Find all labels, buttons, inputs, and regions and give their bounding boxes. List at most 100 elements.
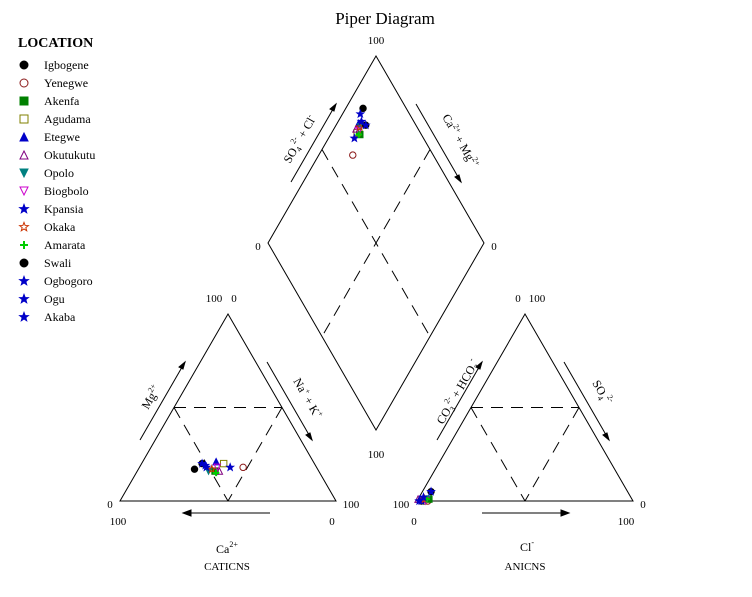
legend-item: Ogbogoro bbox=[18, 272, 128, 290]
legend-marker-shape bbox=[20, 241, 28, 249]
diamond-point bbox=[360, 120, 371, 130]
data-points bbox=[190, 104, 436, 506]
legend-marker bbox=[18, 292, 30, 304]
legend-marker bbox=[18, 274, 30, 286]
legend-item: Akenfa bbox=[18, 92, 128, 110]
label-so4-cl: SO42- + Cl- bbox=[279, 111, 321, 166]
legend-marker bbox=[19, 258, 29, 268]
cation-point bbox=[225, 462, 236, 472]
diamond-point bbox=[359, 104, 367, 113]
legend-marker bbox=[18, 220, 30, 232]
chart-title: Piper Diagram bbox=[335, 9, 435, 28]
tick-an-top-left: 0 bbox=[515, 293, 521, 305]
tick-diamond-bottom: 100 bbox=[368, 449, 385, 461]
legend-marker-shape bbox=[19, 186, 29, 197]
arrow-so4 bbox=[563, 361, 610, 441]
tick-cat-top-left: 100 bbox=[206, 293, 223, 305]
legend-item: Okutukutu bbox=[18, 146, 128, 164]
legend-label: Akenfa bbox=[44, 93, 80, 108]
tick-an-top-right: 100 bbox=[529, 293, 546, 305]
legend-marker-shape bbox=[19, 168, 29, 179]
legend-marker-shape bbox=[19, 258, 29, 268]
cation-point bbox=[215, 466, 224, 475]
legend-item: Ogu bbox=[18, 290, 128, 308]
legend-marker bbox=[19, 114, 29, 124]
legend-marker bbox=[19, 186, 29, 197]
legend-label: Akaba bbox=[44, 309, 76, 324]
legend-marker-shape bbox=[19, 114, 29, 124]
legend-label: Ogbogoro bbox=[44, 273, 93, 288]
legend-item: Biogbolo bbox=[18, 182, 128, 200]
legend-marker bbox=[18, 202, 30, 214]
legend-label: Amarata bbox=[44, 237, 86, 252]
cation-point bbox=[219, 459, 228, 468]
anion-grid bbox=[470, 407, 580, 502]
tick-an-bottom-right: 100 bbox=[618, 516, 635, 528]
legend-marker bbox=[19, 60, 29, 70]
legend-item: Amarata bbox=[18, 236, 128, 254]
legend-label: Biogbolo bbox=[44, 183, 89, 198]
caption-cations: CATICNS bbox=[204, 561, 250, 573]
legend-marker bbox=[19, 96, 29, 106]
anion-point bbox=[418, 492, 429, 502]
tick-diamond-left: 0 bbox=[255, 241, 261, 253]
diamond bbox=[267, 55, 485, 431]
anion-point bbox=[426, 486, 436, 496]
tick-cat-right: 100 bbox=[343, 499, 360, 511]
legend-title: LOCATION bbox=[18, 36, 94, 51]
legend-item: Okaka bbox=[18, 218, 128, 236]
legend-marker bbox=[19, 131, 29, 142]
diamond-point bbox=[353, 128, 361, 137]
legend-items: Igbogene Yenegwe Akenfa Agudama Etegwe Okutuk… bbox=[18, 56, 128, 326]
tick-diamond-top: 100 bbox=[368, 35, 385, 47]
legend: LOCATION Igbogene Yenegwe Akenfa Agudama Ete… bbox=[18, 36, 128, 326]
axis-arrows bbox=[139, 102, 610, 517]
label-cl: Cl- bbox=[520, 538, 534, 554]
axis-labels: SO42- + Cl- Ca2+ + Mg2+ Mg2+ Na+ + K+ Ca… bbox=[138, 111, 617, 574]
diamond-point bbox=[355, 131, 362, 138]
arrow-ca-mg bbox=[415, 103, 462, 183]
legend-item: Swali bbox=[18, 254, 128, 272]
anion-point bbox=[414, 495, 425, 506]
cation-point bbox=[212, 469, 220, 477]
legend-label: Etegwe bbox=[44, 129, 80, 144]
legend-marker-shape bbox=[18, 202, 30, 214]
cation-triangle bbox=[119, 313, 337, 502]
tick-cat-bottom-left: 100 bbox=[110, 516, 127, 528]
legend-marker bbox=[19, 78, 29, 88]
label-so4: SO42- bbox=[588, 377, 617, 409]
legend-marker bbox=[20, 241, 28, 249]
legend-item: Akaba bbox=[18, 308, 128, 326]
label-ca-mg: Ca2+ + Mg2+ bbox=[439, 111, 482, 171]
legend-item: Kpansia bbox=[18, 200, 128, 218]
cation-point bbox=[212, 457, 221, 466]
diamond-point bbox=[356, 116, 367, 126]
legend-marker-shape bbox=[18, 310, 30, 322]
legend-label: Igbogene bbox=[44, 57, 89, 72]
legend-label: Ogu bbox=[44, 291, 65, 306]
arrow-so4-cl bbox=[290, 103, 337, 183]
tick-cat-top-right: 0 bbox=[231, 293, 237, 305]
tick-labels: 100 0 0 100 100 0 0 100 100 0 0 100 100 … bbox=[107, 35, 646, 528]
legend-marker-shape bbox=[19, 78, 29, 88]
cation-point bbox=[206, 464, 217, 474]
legend-item: Opolo bbox=[18, 164, 128, 182]
legend-item: Yenegwe bbox=[18, 74, 128, 92]
cation-point bbox=[213, 463, 222, 472]
caption-anions: ANICNS bbox=[505, 561, 546, 573]
diamond-point bbox=[355, 108, 366, 119]
legend-marker-shape bbox=[18, 220, 30, 232]
legend-label: Okutukutu bbox=[44, 147, 96, 162]
legend-marker-shape bbox=[19, 131, 29, 142]
legend-item: Etegwe bbox=[18, 128, 128, 146]
tick-cat-bottom-right: 0 bbox=[329, 516, 335, 528]
legend-marker bbox=[19, 168, 29, 179]
legend-marker bbox=[19, 149, 29, 160]
legend-label: Kpansia bbox=[44, 201, 84, 216]
tick-diamond-right: 0 bbox=[491, 241, 497, 253]
legend-item: Agudama bbox=[18, 110, 128, 128]
legend-label: Opolo bbox=[44, 165, 74, 180]
arrow-na-k bbox=[266, 361, 313, 441]
cation-grid bbox=[173, 407, 283, 502]
